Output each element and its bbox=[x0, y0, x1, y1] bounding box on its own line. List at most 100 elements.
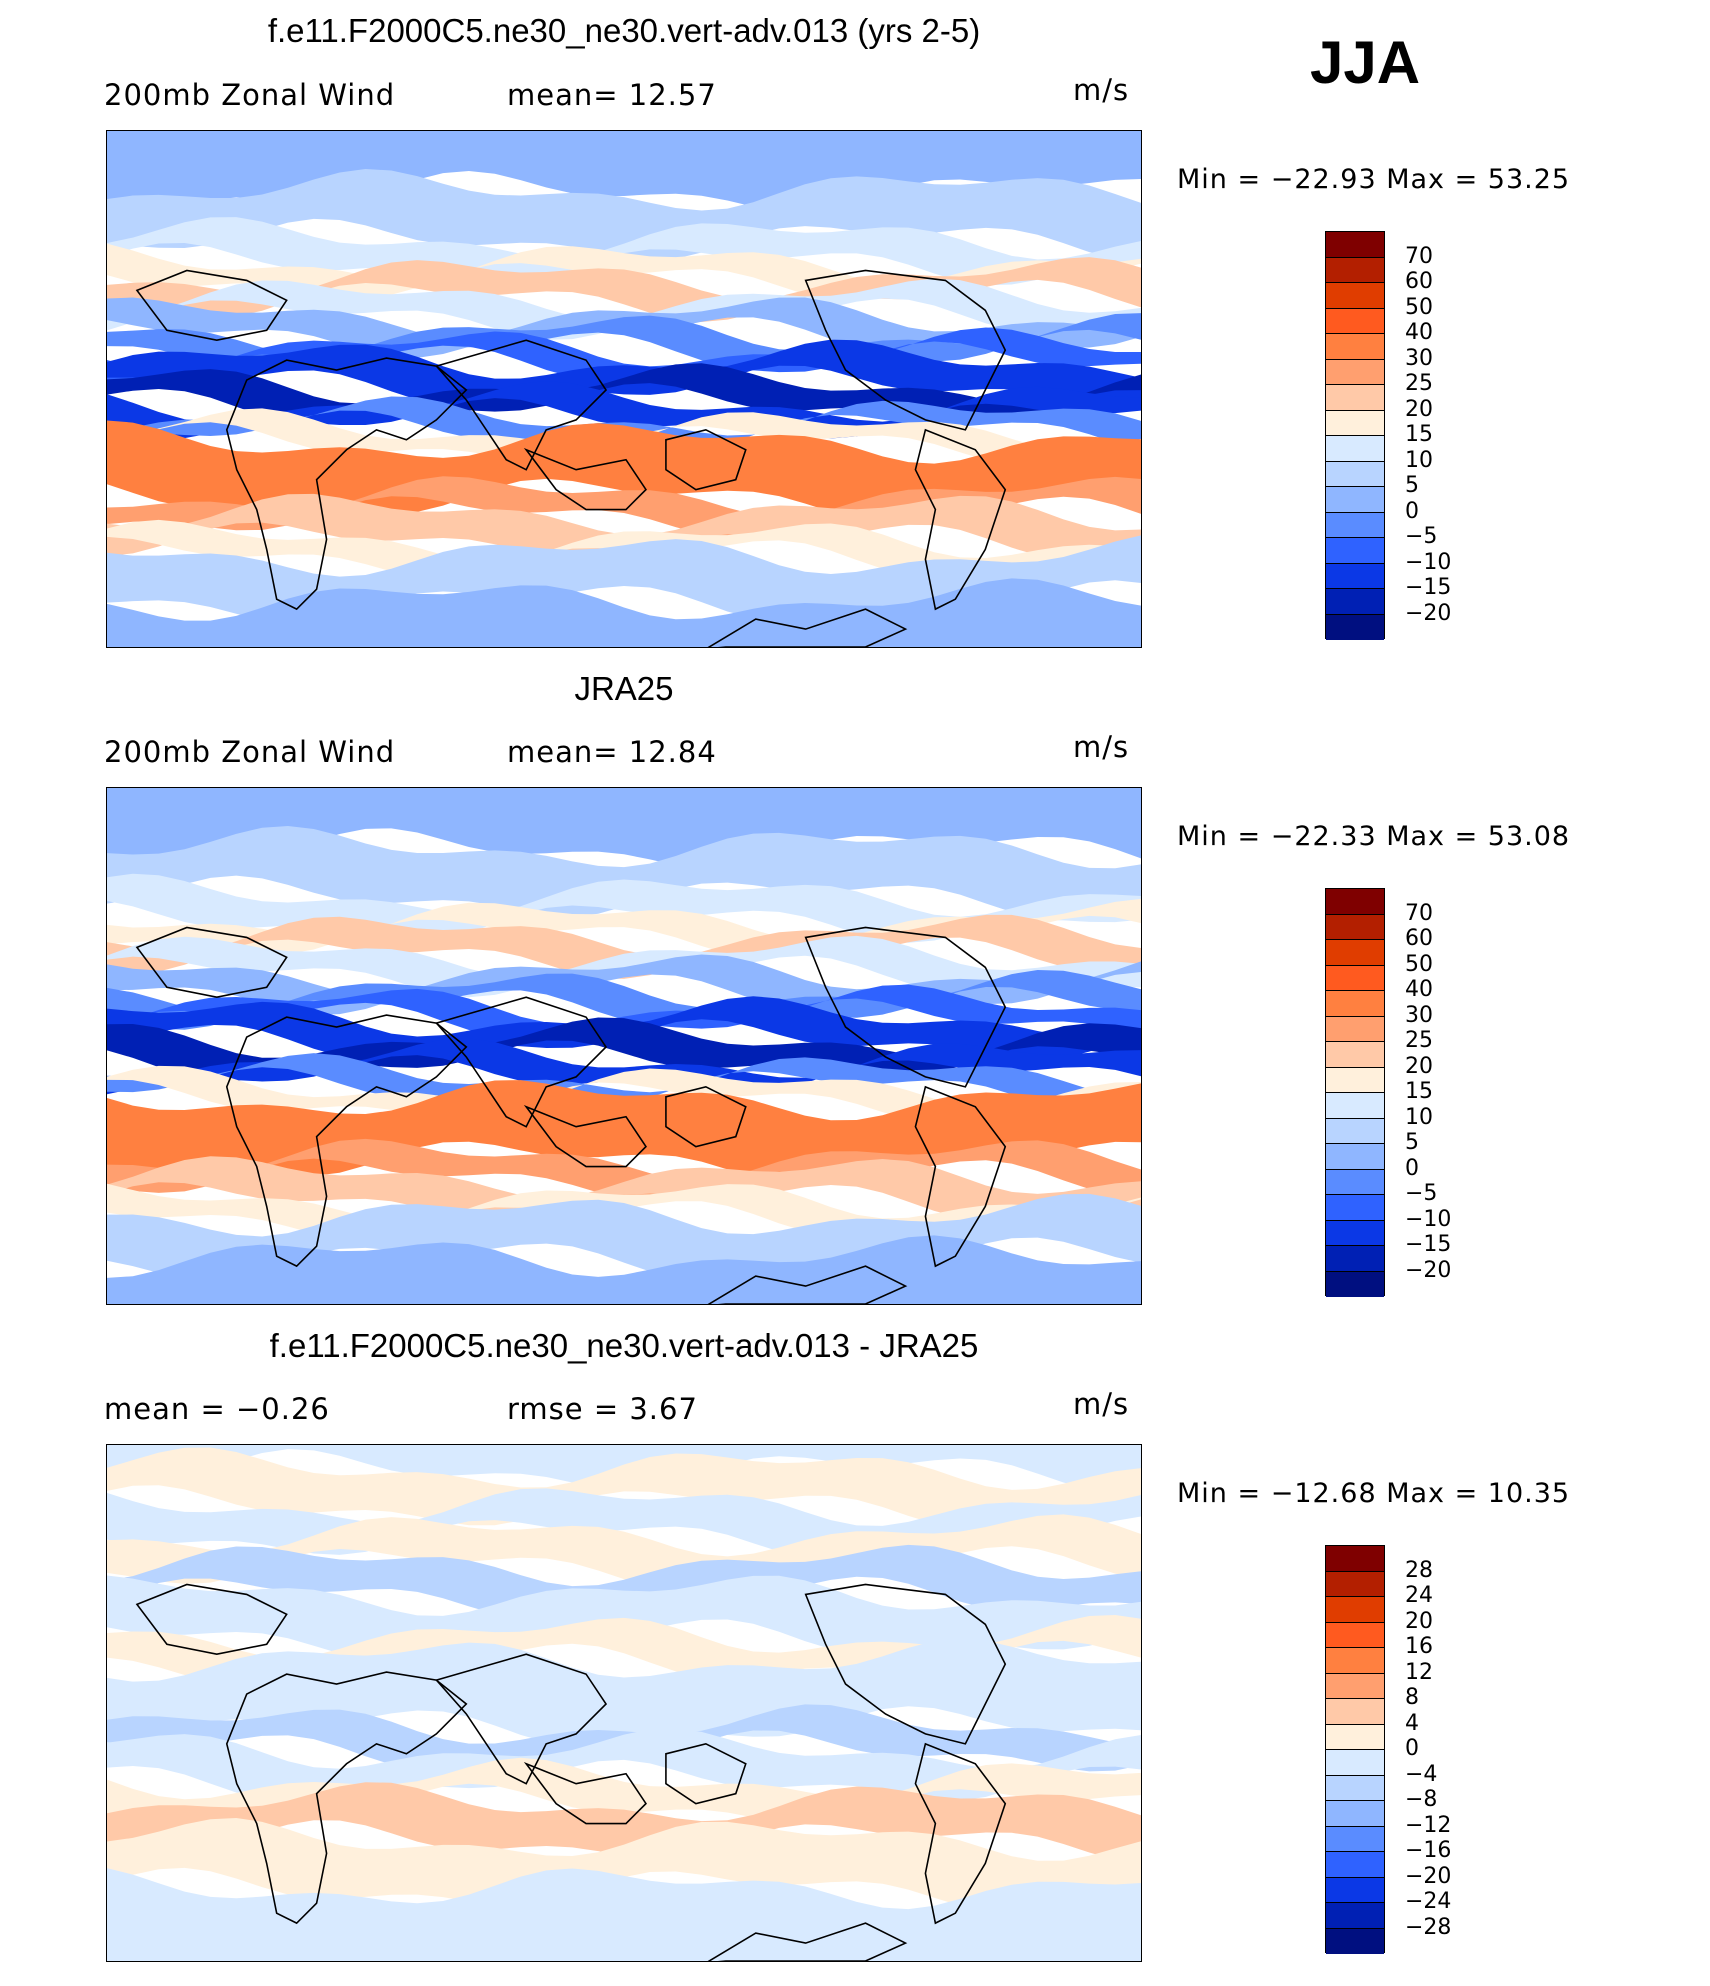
colorbar-swatch bbox=[1326, 1673, 1384, 1699]
colorbar-swatch bbox=[1326, 1801, 1384, 1827]
map-panel bbox=[106, 130, 1142, 648]
colorbar-tick-label: 5 bbox=[1405, 473, 1419, 498]
colorbar-tick-label: −20 bbox=[1405, 1863, 1452, 1889]
coastline bbox=[434, 339, 608, 471]
colorbar-swatch bbox=[1326, 1220, 1384, 1246]
coastline bbox=[523, 1104, 647, 1168]
colorbar-swatch bbox=[1326, 1546, 1384, 1572]
colorbar-tick-label: 25 bbox=[1405, 1028, 1433, 1053]
colorbar bbox=[1325, 888, 1385, 1297]
colorbar-tick-label: 0 bbox=[1405, 1736, 1419, 1761]
colorbar-tick-label: 50 bbox=[1405, 294, 1433, 320]
colorbar-swatch bbox=[1326, 461, 1384, 487]
coastline bbox=[523, 1761, 647, 1825]
colorbar-tick-label: 70 bbox=[1405, 900, 1433, 926]
contour-band bbox=[107, 278, 1141, 340]
contour-band bbox=[107, 1757, 1141, 1826]
colorbar-tick-label: 28 bbox=[1405, 1557, 1433, 1583]
panel-left-label: mean = −0.26 bbox=[104, 1392, 330, 1426]
colorbar-tick-label: −10 bbox=[1405, 1206, 1452, 1232]
coastline bbox=[804, 926, 1007, 1088]
coastline bbox=[434, 996, 608, 1128]
colorbar-swatch bbox=[1326, 1118, 1384, 1144]
colorbar-swatch bbox=[1326, 1852, 1384, 1878]
colorbar-swatch bbox=[1326, 410, 1384, 436]
colorbar-swatch bbox=[1326, 914, 1384, 940]
map-panel bbox=[106, 787, 1142, 1305]
colorbar-swatch bbox=[1326, 334, 1384, 360]
coastline bbox=[665, 1742, 747, 1805]
contour-band bbox=[107, 1868, 1141, 1961]
panel-center-label: rmse = 3.67 bbox=[507, 1392, 698, 1426]
colorbar-swatch bbox=[1326, 1750, 1384, 1776]
contour-band bbox=[107, 1782, 1141, 1864]
colorbar-swatch bbox=[1326, 1246, 1384, 1272]
panel-center-label: mean= 12.84 bbox=[507, 735, 717, 769]
coastline bbox=[804, 1583, 1007, 1745]
contour-band bbox=[107, 169, 1141, 262]
contour-band bbox=[107, 825, 1141, 919]
colorbar-swatch bbox=[1326, 589, 1384, 615]
colorbar-tick-label: 10 bbox=[1405, 1104, 1433, 1130]
coastline bbox=[135, 926, 288, 999]
contour-band bbox=[107, 493, 1141, 564]
colorbar-swatch bbox=[1326, 940, 1384, 966]
colorbar-swatch bbox=[1326, 965, 1384, 991]
panel-title: f.e11.F2000C5.ne30_ne30.vert-adv.013 (yr… bbox=[267, 12, 981, 49]
contour-band bbox=[107, 1065, 1141, 1123]
colorbar-tick-label: 12 bbox=[1405, 1659, 1433, 1685]
coastline bbox=[914, 1085, 1007, 1268]
colorbar-swatch bbox=[1326, 1903, 1384, 1929]
colorbar-tick-label: −4 bbox=[1405, 1761, 1438, 1787]
colorbar-tick-label: 0 bbox=[1405, 498, 1419, 524]
contour-band bbox=[107, 1514, 1141, 1589]
colorbar-swatch bbox=[1326, 1622, 1384, 1648]
colorbar-tick-label: 4 bbox=[1405, 1710, 1419, 1736]
colorbar-tick-label: 0 bbox=[1405, 1155, 1419, 1181]
contour-band bbox=[107, 217, 1141, 286]
panel-left-label: 200mb Zonal Wind bbox=[104, 78, 396, 112]
season-label: JJA bbox=[1310, 29, 1421, 96]
coastline bbox=[225, 1671, 468, 1925]
map-panel bbox=[106, 1444, 1142, 1962]
colorbar-swatch bbox=[1326, 1169, 1384, 1195]
colorbar-tick-label: 20 bbox=[1405, 396, 1433, 422]
colorbar-swatch bbox=[1326, 257, 1384, 283]
colorbar-tick-label: 5 bbox=[1405, 1130, 1419, 1155]
colorbar-tick-label: 25 bbox=[1405, 371, 1433, 396]
colorbar-swatch bbox=[1326, 1144, 1384, 1170]
colorbar-swatch bbox=[1326, 1042, 1384, 1068]
contour-band bbox=[107, 935, 1141, 998]
panel-title: f.e11.F2000C5.ne30_ne30.vert-adv.013 - J… bbox=[269, 1327, 979, 1364]
colorbar-swatch bbox=[1326, 1648, 1384, 1674]
colorbar-swatch bbox=[1326, 1597, 1384, 1623]
coastline bbox=[225, 1014, 468, 1268]
colorbar bbox=[1325, 1545, 1385, 1954]
coastline bbox=[707, 608, 908, 647]
panel-units: m/s bbox=[1073, 730, 1130, 764]
colorbar-swatch bbox=[1326, 1877, 1384, 1903]
colorbar-tick-label: 50 bbox=[1405, 951, 1433, 977]
colorbar-tick-label: −28 bbox=[1405, 1914, 1452, 1940]
panel-left-label: 200mb Zonal Wind bbox=[104, 735, 396, 769]
colorbar-tick-label: 30 bbox=[1405, 1002, 1433, 1028]
contour-band bbox=[107, 1818, 1141, 1911]
contour-band bbox=[107, 1156, 1141, 1225]
colorbar-tick-label: 20 bbox=[1405, 1608, 1433, 1634]
colorbar-tick-label: −5 bbox=[1405, 1181, 1438, 1206]
minmax-label: Min = −22.93 Max = 53.25 bbox=[1177, 164, 1571, 195]
panel-units: m/s bbox=[1073, 73, 1130, 107]
colorbar-tick-label: 70 bbox=[1405, 243, 1433, 269]
contour-band bbox=[107, 984, 1141, 1038]
colorbar-tick-label: 10 bbox=[1405, 447, 1433, 473]
contour-band bbox=[107, 969, 1141, 1030]
colorbar-tick-label: −16 bbox=[1405, 1838, 1452, 1863]
contour-band bbox=[107, 788, 1141, 870]
contour-band bbox=[107, 1138, 1141, 1201]
panel-units: m/s bbox=[1073, 1387, 1130, 1421]
coastline bbox=[434, 1653, 608, 1785]
coastline bbox=[914, 428, 1007, 611]
coastline bbox=[225, 357, 468, 611]
colorbar-swatch bbox=[1326, 1826, 1384, 1852]
colorbar bbox=[1325, 231, 1385, 640]
